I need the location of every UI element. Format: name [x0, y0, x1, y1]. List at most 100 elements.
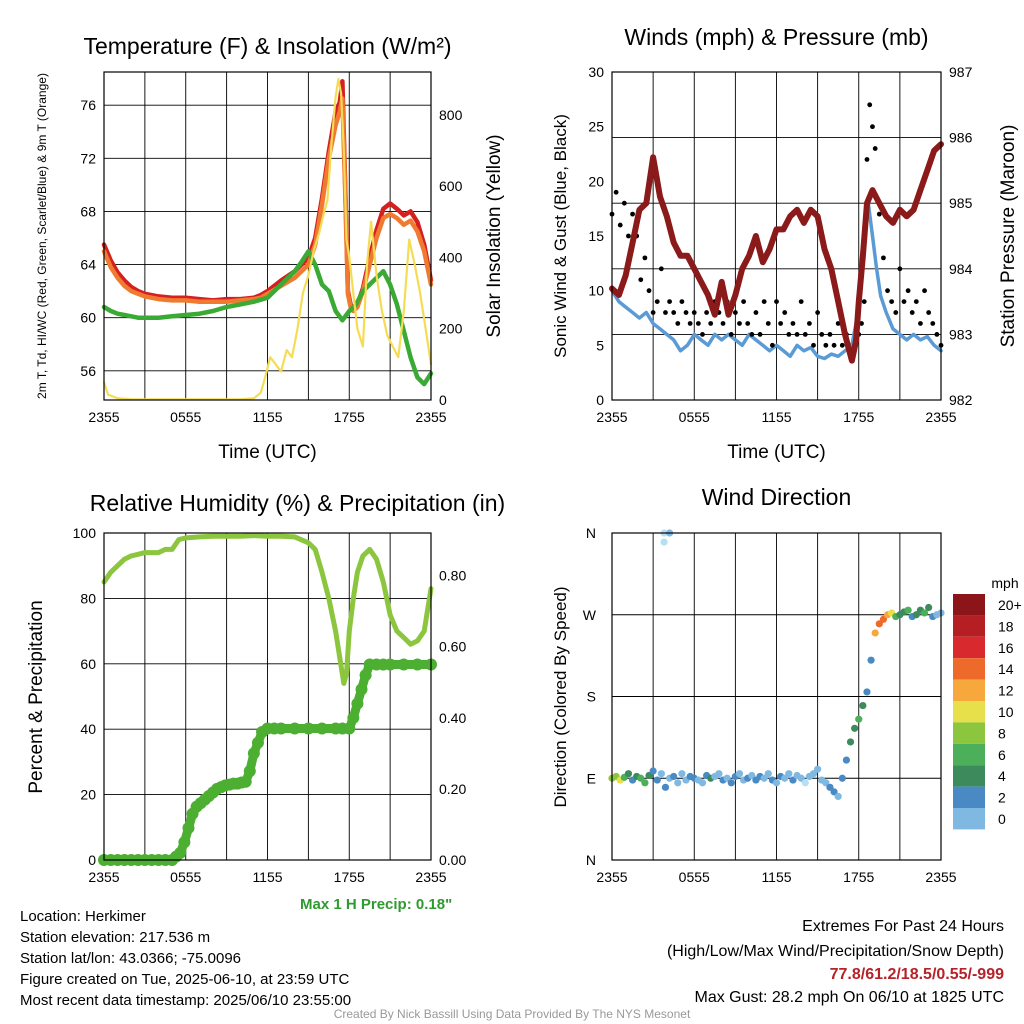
direction-point: [727, 779, 735, 787]
x-tick-label: 2355: [925, 409, 956, 425]
precipitation-point: [351, 697, 364, 710]
gust-point: [811, 342, 816, 348]
recent-data-label: Most recent data timestamp: 2025/06/10 2…: [20, 992, 352, 1009]
x-tick-label: 2355: [925, 869, 956, 885]
gust-point: [819, 332, 825, 337]
legend-label: 6: [998, 747, 1006, 763]
direction-point: [842, 756, 851, 764]
direction-point: [925, 603, 933, 612]
direction-point: [657, 770, 665, 778]
winds-title: Winds (mph) & Pressure (mb): [624, 24, 928, 50]
x-tick-label: 1155: [761, 869, 791, 885]
gust-point: [861, 299, 867, 304]
left-y-tick-label: 20: [80, 787, 96, 803]
gust-point: [769, 342, 775, 348]
precipitation-point: [182, 822, 195, 835]
direction-point: [670, 772, 678, 781]
gust-point: [918, 321, 923, 326]
temperature-series-1: [101, 96, 434, 314]
legend-label: 14: [998, 661, 1014, 677]
x-tick-label: 1155: [761, 409, 791, 425]
x-tick-label: 0555: [679, 409, 710, 425]
gust-point: [876, 211, 882, 217]
precipitation-point: [243, 765, 256, 778]
gust-point: [638, 277, 644, 283]
gust-point: [679, 299, 685, 304]
gust-point: [667, 299, 672, 304]
legend-label: 18: [998, 618, 1014, 634]
direction-point: [641, 779, 649, 787]
legend-swatch: [953, 701, 985, 723]
credit-label: Created By Nick Bassill Using Data Provi…: [333, 1007, 691, 1021]
direction-tick-label: N: [586, 525, 596, 541]
precipitation-point: [384, 658, 397, 671]
direction-tick-label: S: [587, 689, 596, 705]
direction-point: [764, 770, 772, 778]
precipitation-point: [343, 722, 356, 735]
direction-point: [867, 656, 875, 664]
gust-point: [872, 146, 878, 151]
direction-point: [678, 770, 686, 778]
precipitation-point: [288, 722, 301, 735]
humidity-ylabel: Percent & Precipitation: [26, 600, 47, 793]
gust-point: [807, 321, 812, 326]
gust-point: [802, 332, 808, 337]
right-y-tick-label: 200: [439, 321, 463, 337]
direction-point: [661, 783, 670, 791]
precipitation-point: [316, 722, 328, 735]
direction-point: [785, 770, 793, 778]
direction-point: [772, 779, 781, 787]
left-y-tick-label: 80: [80, 590, 96, 606]
gust-point: [786, 332, 792, 337]
gust-point: [626, 233, 631, 239]
gust-point: [930, 321, 936, 326]
gust-point: [905, 288, 911, 294]
left-y-tick-label: 60: [80, 310, 96, 326]
location-label: Location: Herkimer: [20, 908, 146, 925]
right-y-tick-label: 985: [949, 195, 973, 211]
legend-label: 0: [998, 811, 1006, 827]
direction-point: [801, 779, 809, 787]
direction-point: [698, 779, 707, 787]
legend-swatch: [953, 808, 985, 830]
legend-swatch: [953, 679, 985, 701]
precipitation-point: [275, 722, 288, 735]
gust-point: [864, 157, 870, 162]
gust-point: [782, 310, 788, 315]
extremes-subheading: (High/Low/Max Wind/Precipitation/Snow De…: [666, 943, 1004, 960]
x-tick-label: 2355: [415, 869, 446, 885]
max-precip-label: Max 1 H Precip: 0.18": [300, 896, 453, 913]
legend-swatch: [953, 722, 985, 744]
temperature-xlabel: Time (UTC): [218, 442, 317, 463]
direction-point: [920, 609, 929, 617]
gust-point: [687, 321, 693, 326]
direction-point: [846, 738, 855, 746]
gust-point: [831, 342, 837, 348]
right-y-tick-label: 987: [949, 64, 973, 80]
legend-swatch: [953, 615, 985, 637]
left-y-tick-label: 0: [88, 852, 96, 868]
gust-point: [815, 310, 821, 315]
direction-point: [715, 770, 723, 778]
legend-swatch: [953, 636, 985, 659]
gust-point: [737, 321, 742, 326]
direction-point: [653, 776, 661, 784]
gust-point: [757, 332, 763, 337]
gust-point: [913, 299, 919, 304]
right-y-tick-label: 0.00: [439, 852, 466, 868]
winds-ylabel: Sonic Wind & Gust (Blue, Black): [551, 114, 570, 358]
gust-point: [765, 321, 771, 326]
gust-point: [741, 299, 746, 304]
legend-swatch: [953, 786, 985, 808]
precipitation-point: [247, 747, 260, 760]
right-y-tick-label: 986: [949, 130, 973, 146]
winds-xlabel: Time (UTC): [727, 442, 826, 463]
direction-point: [838, 774, 846, 782]
legend-swatch: [953, 658, 985, 680]
x-tick-label: 2355: [88, 409, 119, 425]
right-y-tick-label: 982: [949, 392, 973, 408]
gust-point: [646, 288, 652, 294]
precipitation-point: [347, 711, 360, 724]
left-y-tick-label: 5: [596, 337, 604, 353]
